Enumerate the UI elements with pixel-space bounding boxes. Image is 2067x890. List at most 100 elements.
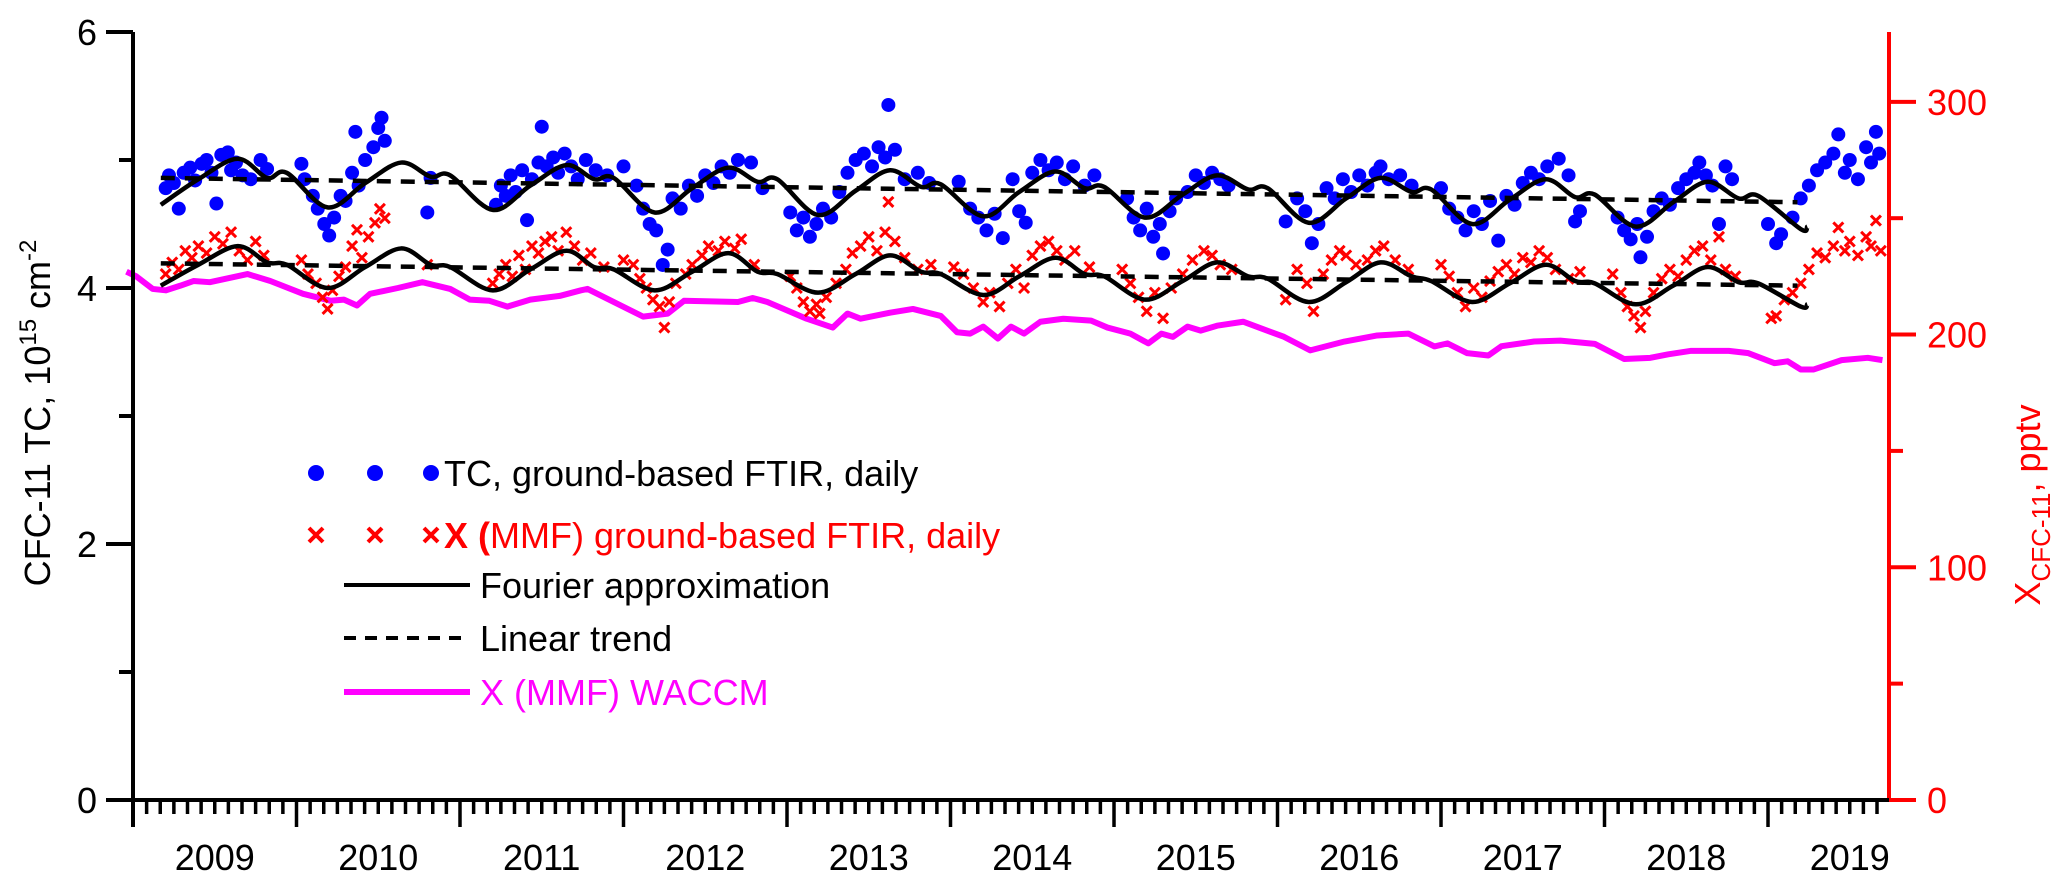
tc-data-point	[1133, 223, 1148, 238]
xmmf-data-point	[368, 216, 382, 229]
tc-data-point	[1278, 214, 1293, 229]
tc-data-point	[887, 142, 902, 157]
tc-data-point	[690, 188, 705, 203]
tc-data-point	[840, 165, 855, 180]
tc-data-point	[1298, 204, 1313, 219]
xmmf-data-point	[617, 254, 630, 267]
tc-data-point	[1319, 181, 1334, 196]
tc-data-point	[515, 163, 530, 178]
legend: TC, ground-based FTIR, daily X (MMF) gro…	[307, 453, 1000, 713]
legend-dot-marker	[308, 465, 324, 481]
tc-data-point	[1087, 168, 1102, 183]
tc-data-point	[856, 146, 871, 161]
xmmf-data-point	[1827, 240, 1840, 253]
xmmf-data-point	[1860, 230, 1873, 243]
xmmf-data-point	[185, 251, 198, 264]
xmmf-data-point	[1832, 221, 1845, 234]
tc-data-point	[1491, 233, 1506, 248]
xmmf-data-point	[295, 254, 308, 267]
tc-data-point	[171, 201, 186, 216]
xmmf-data-point	[735, 233, 748, 246]
tc-data-point	[1826, 146, 1841, 161]
trend-line-xmmf	[160, 261, 1798, 288]
tc-data-point	[802, 229, 817, 244]
xmmf-data-point	[797, 295, 810, 309]
tc-data-point	[322, 228, 337, 243]
tc-data-point	[1572, 204, 1587, 219]
x-tick-label: 2018	[1646, 837, 1726, 878]
xmmf-data-point	[584, 247, 597, 260]
tc-data-point	[979, 223, 994, 238]
x-tick-label: 2017	[1483, 837, 1563, 878]
tc-data-point	[1018, 215, 1033, 230]
tc-data-point	[1850, 172, 1865, 187]
left-tick-label: 4	[77, 268, 97, 309]
tc-data-point	[534, 119, 549, 134]
xmmf-data-point	[532, 247, 545, 260]
xmmf-data-point	[493, 267, 506, 281]
tc-data-point	[1842, 153, 1857, 167]
legend-dot-marker	[423, 465, 439, 481]
tc-data-point	[865, 159, 880, 174]
tc-data-point	[546, 150, 561, 165]
xmmf-data-point	[977, 295, 990, 309]
tc-data-point	[796, 210, 811, 225]
tc-data-point	[1671, 181, 1686, 196]
tc-data-point	[1049, 155, 1064, 170]
xmmf-data-point	[1810, 247, 1824, 260]
trend-line-tc	[160, 175, 1798, 205]
tc-data-point	[1623, 232, 1638, 247]
legend-label-trend: Linear trend	[480, 618, 672, 659]
tc-data-point	[366, 140, 381, 155]
x-tick-label: 2009	[175, 837, 255, 878]
waccm-line	[125, 268, 1883, 373]
right-tick-label: 200	[1927, 315, 1987, 356]
tc-data-point	[209, 196, 224, 211]
tc-data-point	[1393, 168, 1408, 183]
xmmf-data-point	[813, 307, 826, 320]
tc-daily-series	[158, 97, 1887, 272]
xmmf-data-point	[346, 240, 359, 253]
tc-data-point	[809, 217, 824, 231]
xmmf-data-point	[1819, 251, 1832, 264]
tc-data-point	[1633, 250, 1648, 265]
tc-data-point	[1831, 127, 1846, 142]
xmmf-data-point	[1688, 244, 1701, 257]
left-tick-label: 0	[77, 780, 97, 821]
right-tick-label: 0	[1927, 780, 1947, 821]
tc-data-point	[629, 178, 644, 193]
xmmf-data-point	[1467, 281, 1480, 295]
xmmf-data-point	[1340, 249, 1353, 262]
tc-data-point	[377, 133, 392, 148]
xmmf-data-point	[1802, 263, 1815, 276]
x-tick-label: 2015	[1156, 837, 1236, 878]
left-tick-label: 6	[77, 12, 97, 53]
xmmf-data-point	[1434, 258, 1448, 271]
xmmf-data-point	[1704, 254, 1717, 267]
xmmf-data-point	[1712, 230, 1726, 243]
legend-entry-trend: Linear trend	[344, 618, 672, 659]
xmmf-data-point	[1843, 235, 1856, 248]
xmmf-data-point	[373, 202, 386, 215]
tc-data-point	[1640, 229, 1655, 244]
xmmf-data-point	[1291, 263, 1304, 276]
tc-data-point	[1540, 159, 1555, 174]
legend-label-fourier: Fourier approximation	[480, 565, 830, 606]
tc-data-point	[1698, 168, 1713, 183]
xmmf-data-point	[332, 270, 346, 283]
tc-data-point	[1872, 146, 1887, 161]
xmmf-data-point	[545, 230, 558, 243]
tc-data-point	[871, 140, 886, 155]
xmmf-data-point	[1026, 249, 1039, 262]
tc-data-point	[294, 156, 309, 171]
tc-data-point	[783, 205, 798, 220]
xmmf-data-point	[1573, 265, 1587, 278]
xmmf-data-point	[560, 226, 573, 239]
tc-data-point	[660, 242, 675, 257]
tc-data-point	[951, 174, 966, 189]
xmmf-data-point	[1541, 251, 1554, 264]
tc-data-point	[1146, 229, 1161, 244]
legend-dot-marker	[367, 465, 383, 481]
tc-data-point	[1458, 223, 1473, 238]
